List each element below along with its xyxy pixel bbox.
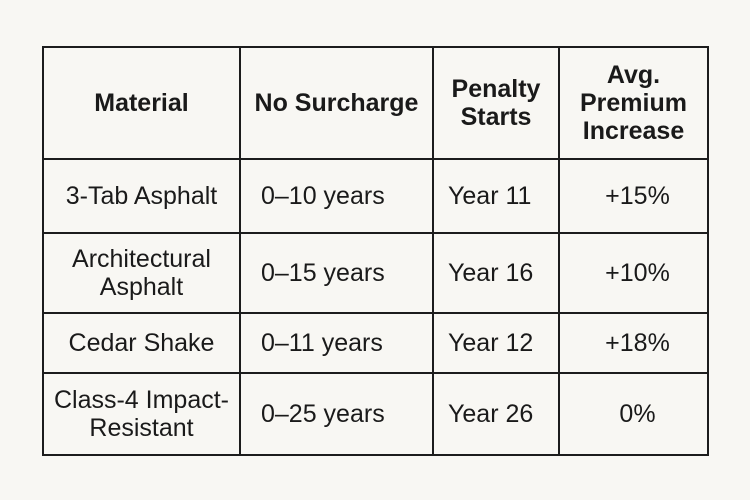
cell-no-surcharge: 0–25 years <box>239 372 434 456</box>
header-premium-line1: Avg. <box>606 60 661 89</box>
header-avg-premium-increase: Avg. Premium Increase <box>558 46 709 160</box>
cell-penalty-starts: Year 16 <box>432 232 560 314</box>
header-premium-line2: Premium <box>580 88 687 117</box>
header-no-surcharge: No Surcharge <box>239 46 434 160</box>
material-line1: Architectural <box>72 244 211 273</box>
cell-premium-increase: +10% <box>558 232 709 314</box>
cell-material: Architectural Asphalt <box>42 232 241 314</box>
header-penalty-starts-line2: Starts <box>460 103 532 131</box>
header-material: Material <box>42 46 241 160</box>
table-row: Architectural Asphalt 0–15 years Year 16… <box>42 232 709 314</box>
cell-premium-increase: 0% <box>558 372 709 456</box>
cell-no-surcharge: 0–10 years <box>239 158 434 234</box>
header-premium-line3: Increase <box>582 117 685 146</box>
roof-surcharge-table: Material No Surcharge Penalty Starts Avg… <box>42 46 709 456</box>
cell-no-surcharge: 0–15 years <box>239 232 434 314</box>
cell-penalty-starts: Year 12 <box>432 312 560 374</box>
table-row: Cedar Shake 0–11 years Year 12 +18% <box>42 312 709 374</box>
header-penalty-starts-line1: Penalty <box>451 74 541 103</box>
material-line1: Class-4 Impact- <box>53 385 230 414</box>
cell-material: 3-Tab Asphalt <box>42 158 241 234</box>
cell-penalty-starts: Year 26 <box>432 372 560 456</box>
material-line2: Resistant <box>89 414 194 442</box>
material-line1: Cedar Shake <box>68 328 215 357</box>
cell-material: Cedar Shake <box>42 312 241 374</box>
header-material-label: Material <box>94 88 189 117</box>
table-row: 3-Tab Asphalt 0–10 years Year 11 +15% <box>42 158 709 234</box>
table-row: Class-4 Impact- Resistant 0–25 years Yea… <box>42 372 709 456</box>
cell-penalty-starts: Year 11 <box>432 158 560 234</box>
cell-premium-increase: +15% <box>558 158 709 234</box>
header-penalty-starts: Penalty Starts <box>432 46 560 160</box>
cell-material: Class-4 Impact- Resistant <box>42 372 241 456</box>
roof-surcharge-table-container: Material No Surcharge Penalty Starts Avg… <box>42 46 709 456</box>
cell-premium-increase: +18% <box>558 312 709 374</box>
material-line2: Asphalt <box>99 273 184 301</box>
material-line1: 3-Tab Asphalt <box>65 181 218 210</box>
cell-no-surcharge: 0–11 years <box>239 312 434 374</box>
table-header-row: Material No Surcharge Penalty Starts Avg… <box>42 46 709 160</box>
header-no-surcharge-label: No Surcharge <box>254 88 419 117</box>
